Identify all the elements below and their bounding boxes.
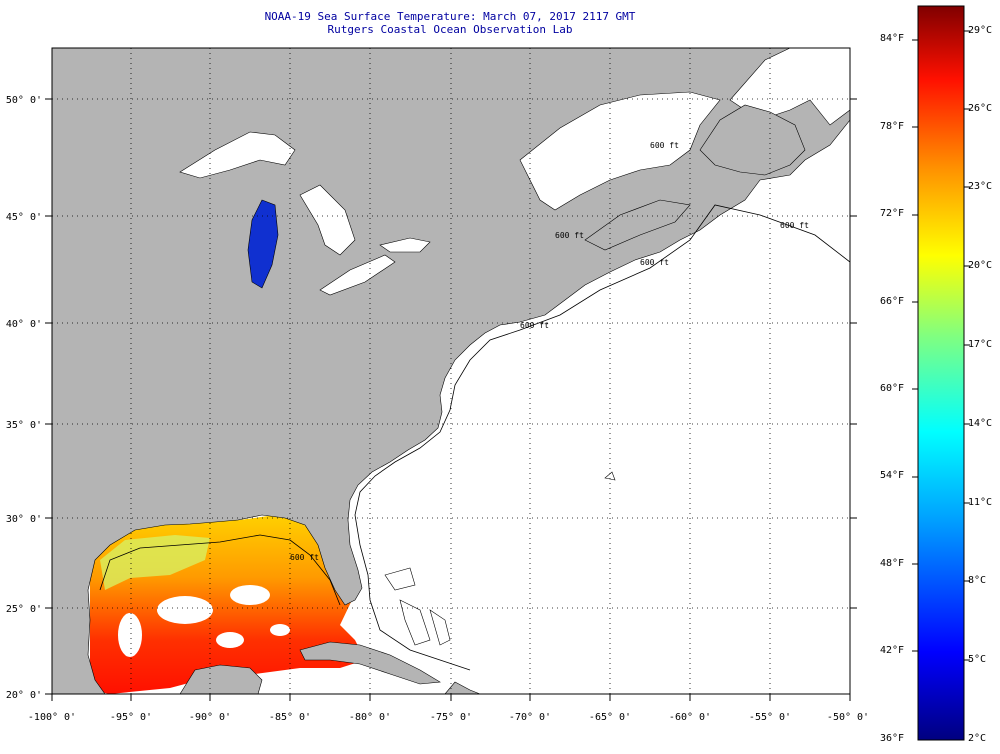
contour-label: 600 ft bbox=[640, 258, 669, 267]
lon-label: -90° 0' bbox=[189, 712, 231, 723]
shelf-contour-600ft bbox=[354, 204, 850, 671]
great-lakes bbox=[179, 131, 431, 296]
lat-label: 45° 0' bbox=[6, 212, 42, 223]
gulf-contour-600ft bbox=[99, 534, 341, 606]
celsius-label: 26°C bbox=[968, 103, 993, 114]
celsius-label: 23°C bbox=[968, 181, 993, 192]
fahrenheit-label: 60°F bbox=[880, 383, 905, 394]
fahrenheit-label: 84°F bbox=[880, 33, 905, 44]
fahrenheit-label: 54°F bbox=[880, 470, 905, 481]
fahrenheit-label: 78°F bbox=[880, 121, 905, 132]
lat-label: 20° 0' bbox=[6, 690, 42, 701]
contour-labels: 600 ft 600 ft 600 ft 600 ft 600 ft 600 f… bbox=[290, 141, 809, 562]
fahrenheit-label: 72°F bbox=[880, 208, 905, 219]
lat-label: 40° 0' bbox=[6, 319, 42, 330]
hispaniola-land bbox=[444, 681, 481, 694]
lon-label: -100° 0' bbox=[28, 712, 76, 723]
fahrenheit-label: 36°F bbox=[880, 733, 905, 744]
bahamas-islands bbox=[384, 471, 616, 646]
celsius-label: 17°C bbox=[968, 339, 993, 350]
contour-label: 600 ft bbox=[520, 321, 549, 330]
celsius-label: 14°C bbox=[968, 418, 993, 429]
contour-label: 600 ft bbox=[555, 231, 584, 240]
lon-label: -95° 0' bbox=[110, 712, 152, 723]
lake-ontario bbox=[379, 237, 431, 253]
lon-label: -70° 0' bbox=[509, 712, 551, 723]
lake-huron bbox=[299, 184, 356, 256]
lon-label: -55° 0' bbox=[749, 712, 791, 723]
celsius-label: 29°C bbox=[968, 25, 993, 36]
colorbar-ticks bbox=[912, 30, 970, 661]
graticule bbox=[52, 48, 850, 694]
temperature-colorbar bbox=[917, 5, 965, 741]
lon-label: -80° 0' bbox=[349, 712, 391, 723]
lon-label: -65° 0' bbox=[589, 712, 631, 723]
cloud-gaps bbox=[118, 585, 290, 657]
fahrenheit-label: 42°F bbox=[880, 645, 905, 656]
celsius-label: 2°C bbox=[968, 733, 987, 744]
celsius-label: 5°C bbox=[968, 654, 987, 665]
contour-label: 600 ft bbox=[650, 141, 679, 150]
fahrenheit-label: 66°F bbox=[880, 296, 905, 307]
lake-superior bbox=[179, 131, 296, 179]
celsius-label: 11°C bbox=[968, 497, 993, 508]
fahrenheit-label: 48°F bbox=[880, 558, 905, 569]
yucatan-land bbox=[179, 664, 263, 694]
gulf-sst-cool-patch bbox=[100, 535, 210, 590]
axis-ticks bbox=[45, 98, 857, 701]
contour-label: 600 ft bbox=[290, 553, 319, 562]
latitude-labels: 50° 0' 45° 0' 40° 0' 35° 0' 30° 0' 25° 0… bbox=[6, 95, 42, 701]
lon-label: -75° 0' bbox=[430, 712, 472, 723]
lat-label: 50° 0' bbox=[6, 95, 42, 106]
map-title: NOAA-19 Sea Surface Temperature: March 0… bbox=[264, 10, 636, 23]
map-subtitle: Rutgers Coastal Ocean Observation Lab bbox=[327, 23, 573, 36]
longitude-labels: -100° 0' -95° 0' -90° 0' -85° 0' -80° 0'… bbox=[28, 712, 869, 723]
lat-label: 30° 0' bbox=[6, 514, 42, 525]
lat-label: 35° 0' bbox=[6, 420, 42, 431]
nova-scotia-land bbox=[584, 199, 691, 251]
lon-label: -50° 0' bbox=[827, 712, 869, 723]
newfoundland-land bbox=[699, 104, 806, 176]
lon-label: -85° 0' bbox=[269, 712, 311, 723]
lon-label: -60° 0' bbox=[669, 712, 711, 723]
st-lawrence-water bbox=[519, 48, 850, 211]
contour-label: 600 ft bbox=[780, 221, 809, 230]
lat-label: 25° 0' bbox=[6, 604, 42, 615]
lake-erie bbox=[319, 254, 396, 296]
celsius-label: 20°C bbox=[968, 260, 993, 271]
lake-michigan-sst bbox=[247, 199, 279, 289]
celsius-label: 8°C bbox=[968, 575, 987, 586]
